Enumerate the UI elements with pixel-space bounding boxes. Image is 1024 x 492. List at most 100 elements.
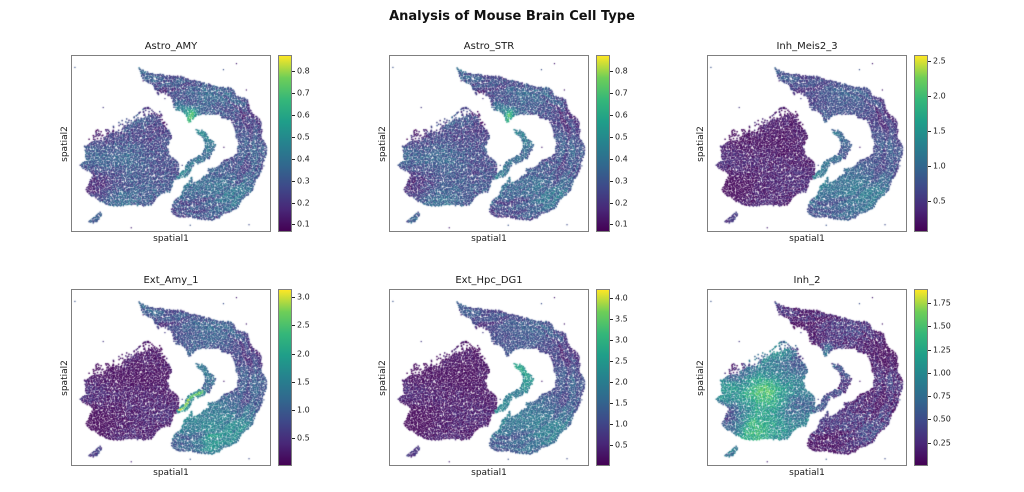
colorbar-tick-label: 1.25 xyxy=(933,345,951,355)
colorbar-tick-label: 1.0 xyxy=(933,161,946,171)
colorbar-tick xyxy=(610,297,613,299)
plot-column: Astro_AMY spatial1 xyxy=(71,40,271,248)
colorbar-tick xyxy=(610,403,613,405)
colorbar-tick-label: 0.8 xyxy=(297,66,310,76)
colorbar-tick-label: 0.5 xyxy=(615,132,628,142)
spatial-plot-canvas xyxy=(390,290,588,465)
colorbar-tick-label: 0.6 xyxy=(615,110,628,120)
y-axis-label-text: spatial2 xyxy=(59,126,70,162)
y-axis-label: spatial2 xyxy=(376,40,389,248)
panel-grid: spatial2 Astro_AMY spatial1 0.8 0.7 0.6 0.5 0.4… xyxy=(0,40,1024,482)
y-axis-label: spatial2 xyxy=(694,40,707,248)
y-axis-label: spatial2 xyxy=(58,274,71,482)
colorbar-tick-label: 2.5 xyxy=(297,320,310,330)
colorbar-tick-label: 2.0 xyxy=(297,349,310,359)
plot-column: Ext_Amy_1 spatial1 xyxy=(71,274,271,482)
colorbar-tick-label: 0.2 xyxy=(297,198,310,208)
colorbar-tick-label: 0.1 xyxy=(615,219,628,229)
colorbar-tick-label: 2.5 xyxy=(933,56,946,66)
figure-title: Analysis of Mouse Brain Cell Type xyxy=(389,9,635,24)
panel-astro-str: spatial2 Astro_STR spatial1 0.8 0.7 0.6 0.5 0.4… xyxy=(376,40,648,248)
colorbar-gradient xyxy=(278,289,292,466)
panel-inh-meis2-3: spatial2 Inh_Meis2_3 spatial1 2.5 2.0 1.5 1.0 0… xyxy=(694,40,966,248)
plot-area xyxy=(71,55,271,232)
x-axis-label: spatial1 xyxy=(471,468,507,478)
plot-column: Ext_Hpc_DG1 spatial1 xyxy=(389,274,589,482)
colorbar-tick-label: 2.5 xyxy=(615,356,628,366)
y-axis-label-text: spatial2 xyxy=(377,126,388,162)
x-axis-label: spatial1 xyxy=(471,234,507,244)
colorbar-tick-label: 1.00 xyxy=(933,368,951,378)
colorbar-tick-label: 1.50 xyxy=(933,321,951,331)
colorbar-tick-label: 1.5 xyxy=(615,398,628,408)
x-axis-label: spatial1 xyxy=(153,234,189,244)
spatial-plot-canvas xyxy=(390,56,588,231)
spatial-plot-canvas xyxy=(708,290,906,465)
colorbar-tick-label: 2.0 xyxy=(615,377,628,387)
plot-column: Inh_2 spatial1 xyxy=(707,274,907,482)
colorbar-tick-label: 1.5 xyxy=(297,377,310,387)
colorbar-tick-label: 0.5 xyxy=(297,132,310,142)
colorbar-tick-label: 4.0 xyxy=(615,293,628,303)
colorbar-tick-label: 3.0 xyxy=(615,335,628,345)
colorbar-tick xyxy=(610,424,613,426)
y-axis-label-text: spatial2 xyxy=(695,360,706,396)
colorbar-tick xyxy=(928,166,931,168)
colorbar-tick xyxy=(292,158,295,160)
colorbar: 1.75 1.50 1.25 1.00 0.75 0.50 0.25 xyxy=(914,289,966,466)
colorbar-tick xyxy=(610,71,613,73)
colorbar-tick xyxy=(292,93,295,95)
colorbar-tick-label: 0.50 xyxy=(933,414,951,424)
colorbar-tick xyxy=(292,325,295,327)
colorbar-tick-label: 3.0 xyxy=(297,292,310,302)
colorbar-tick xyxy=(610,93,613,95)
panel-title: Inh_2 xyxy=(793,275,821,286)
colorbar-tick-label: 0.2 xyxy=(615,198,628,208)
y-axis-label-text: spatial2 xyxy=(59,360,70,396)
colorbar-tick xyxy=(292,437,295,439)
colorbar-tick-label: 1.0 xyxy=(297,405,310,415)
colorbar-tick-label: 0.5 xyxy=(297,433,310,443)
colorbar-tick xyxy=(610,136,613,138)
colorbar-tick xyxy=(928,372,931,374)
colorbar-tick xyxy=(292,136,295,138)
colorbar-gradient xyxy=(278,55,292,232)
colorbar-tick xyxy=(610,180,613,182)
colorbar-tick xyxy=(292,180,295,182)
x-axis-label: spatial1 xyxy=(789,234,825,244)
y-axis-label: spatial2 xyxy=(58,40,71,248)
colorbar-tick xyxy=(610,202,613,204)
x-axis-label: spatial1 xyxy=(153,468,189,478)
y-axis-label-text: spatial2 xyxy=(695,126,706,162)
plot-area xyxy=(389,289,589,466)
colorbar-tick xyxy=(610,382,613,384)
panel-ext-hpc-dg1: spatial2 Ext_Hpc_DG1 spatial1 4.0 3.5 3.0 2.5 2… xyxy=(376,274,648,482)
colorbar-tick xyxy=(610,361,613,363)
colorbar-tick-label: 0.25 xyxy=(933,438,951,448)
colorbar-tick xyxy=(928,396,931,398)
spatial-plot-canvas xyxy=(708,56,906,231)
colorbar-tick-label: 0.7 xyxy=(615,88,628,98)
colorbar-tick xyxy=(292,224,295,226)
colorbar: 4.0 3.5 3.0 2.5 2.0 1.5 1.0 0.5 xyxy=(596,289,648,466)
colorbar-tick-label: 0.6 xyxy=(297,110,310,120)
colorbar-tick xyxy=(610,115,613,117)
colorbar-tick xyxy=(928,303,931,305)
panel-ext-amy-1: spatial2 Ext_Amy_1 spatial1 3.0 2.5 2.0 1.5 1.0… xyxy=(58,274,330,482)
colorbar-tick xyxy=(928,349,931,351)
colorbar-tick-label: 0.8 xyxy=(615,66,628,76)
panel-title: Astro_STR xyxy=(463,41,515,52)
panel-title: Ext_Amy_1 xyxy=(143,275,199,286)
colorbar-tick xyxy=(292,409,295,411)
colorbar-tick xyxy=(928,442,931,444)
colorbar-tick xyxy=(292,381,295,383)
colorbar-gradient xyxy=(914,55,928,232)
plot-area xyxy=(389,55,589,232)
colorbar-tick-label: 0.4 xyxy=(615,154,628,164)
colorbar: 3.0 2.5 2.0 1.5 1.0 0.5 xyxy=(278,289,330,466)
colorbar-tick xyxy=(292,353,295,355)
colorbar-tick-label: 0.5 xyxy=(933,196,946,206)
plot-area xyxy=(707,289,907,466)
colorbar-tick-label: 0.5 xyxy=(615,440,628,450)
